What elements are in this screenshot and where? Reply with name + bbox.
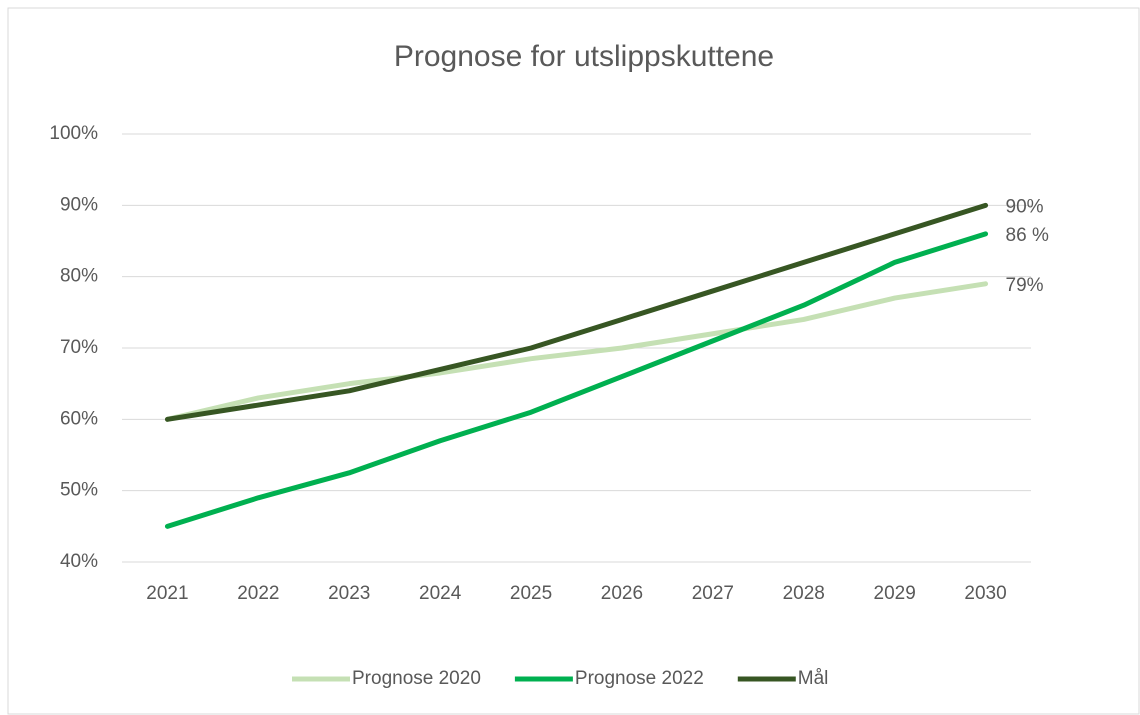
- series-line: [164, 281, 989, 422]
- x-tick-label: 2030: [964, 583, 1006, 604]
- x-tick-label: 2027: [692, 583, 734, 604]
- chart-title: Prognose for utslippskuttene: [394, 40, 774, 73]
- y-tick-label: 100%: [49, 123, 98, 144]
- series-line: [164, 202, 989, 422]
- x-tick-label: 2026: [601, 583, 643, 604]
- data-label: 86 %: [1006, 225, 1049, 246]
- legend-label: Prognose 2022: [575, 668, 704, 689]
- chart-frame: [7, 7, 1140, 715]
- x-tick-label: 2028: [783, 583, 825, 604]
- x-tick-label: 2022: [237, 583, 279, 604]
- x-tick-label: 2029: [874, 583, 916, 604]
- y-tick-label: 90%: [60, 194, 98, 215]
- y-tick-label: 60%: [60, 408, 98, 429]
- data-label: 90%: [1006, 196, 1044, 217]
- series-line: [164, 231, 989, 529]
- y-tick-label: 50%: [60, 480, 98, 501]
- legend-label: Prognose 2020: [352, 668, 481, 689]
- legend-label: Mål: [798, 668, 829, 689]
- x-tick-label: 2025: [510, 583, 552, 604]
- x-tick-label: 2024: [419, 583, 462, 604]
- y-tick-label: 40%: [60, 551, 98, 572]
- y-tick-label: 80%: [60, 266, 98, 287]
- y-tick-label: 70%: [60, 337, 98, 358]
- x-tick-label: 2023: [328, 583, 370, 604]
- data-label: 79%: [1006, 275, 1044, 296]
- x-tick-label: 2021: [146, 583, 188, 604]
